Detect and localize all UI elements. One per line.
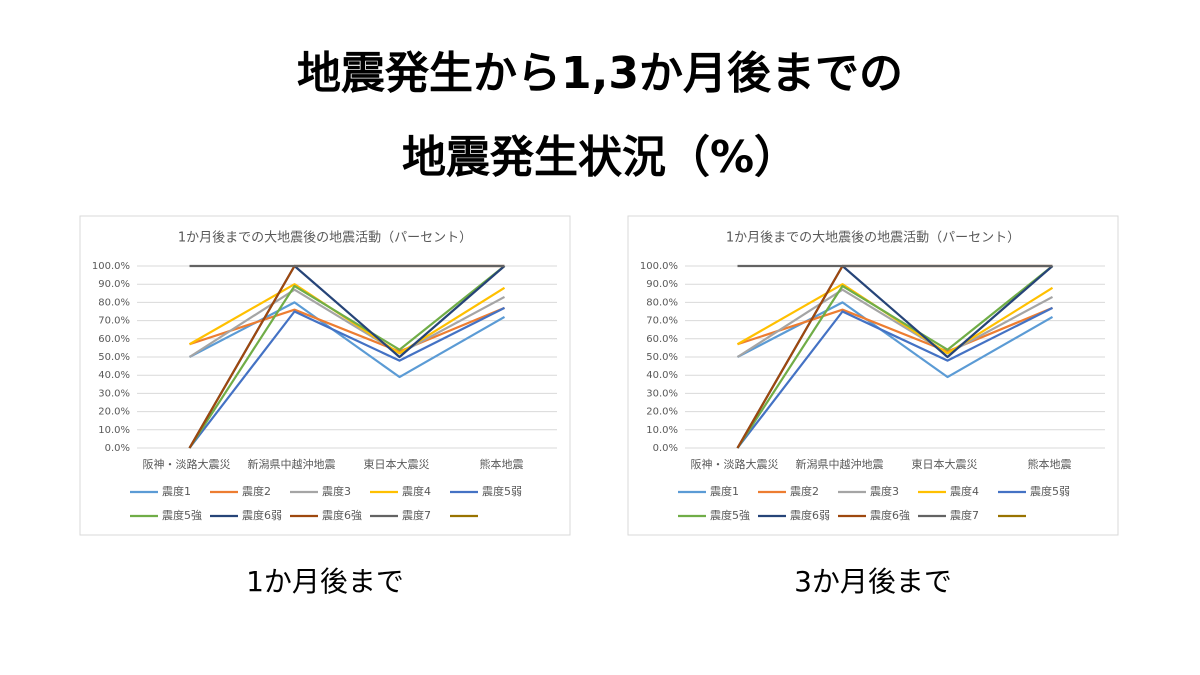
- x-tick-label: 熊本地震: [480, 457, 524, 471]
- series-line: [736, 265, 1054, 449]
- legend-label: 震度5強: [710, 508, 750, 522]
- y-tick-label: 40.0%: [98, 370, 130, 381]
- x-tick-label: 新潟県中越沖地震: [796, 457, 884, 471]
- y-tick-label: 100.0%: [92, 261, 130, 272]
- legend-label: 震度4: [402, 484, 431, 498]
- x-tick-label: 東日本大震災: [364, 457, 430, 471]
- y-tick-label: 10.0%: [646, 425, 678, 436]
- y-tick-label: 70.0%: [98, 316, 130, 327]
- y-tick-label: 40.0%: [646, 370, 678, 381]
- legend-label: 震度1: [710, 484, 739, 498]
- x-tick-label: 東日本大震災: [912, 457, 978, 471]
- y-tick-label: 10.0%: [98, 425, 130, 436]
- y-tick-label: 50.0%: [646, 352, 678, 363]
- legend-label: 震度7: [402, 508, 431, 522]
- legend-label: 震度3: [322, 484, 351, 498]
- y-tick-label: 70.0%: [646, 316, 678, 327]
- y-tick-label: 0.0%: [653, 443, 678, 454]
- y-tick-label: 80.0%: [646, 297, 678, 308]
- caption: 1か月後まで: [246, 565, 404, 598]
- series-line: [736, 306, 1053, 449]
- legend-label: 震度5弱: [1030, 484, 1070, 498]
- y-tick-label: 90.0%: [646, 279, 678, 290]
- series-line: [188, 306, 505, 449]
- y-tick-label: 60.0%: [98, 334, 130, 345]
- y-tick-label: 30.0%: [646, 388, 678, 399]
- x-tick-label: 熊本地震: [1028, 457, 1072, 471]
- series-line: [188, 265, 506, 449]
- y-tick-label: 90.0%: [98, 279, 130, 290]
- chart-title: 1か月後までの大地震後の地震活動（パーセント）: [726, 231, 1020, 246]
- y-tick-label: 50.0%: [98, 352, 130, 363]
- y-tick-label: 60.0%: [646, 334, 678, 345]
- y-tick-label: 80.0%: [98, 297, 130, 308]
- series-line: [189, 306, 505, 353]
- legend-label: 震度7: [950, 508, 979, 522]
- legend-label: 震度6弱: [790, 508, 830, 522]
- legend-label: 震度3: [870, 484, 899, 498]
- x-tick-label: 阪神・淡路大震災: [691, 457, 779, 471]
- legend-label: 震度6強: [870, 508, 910, 522]
- series-line: [188, 288, 506, 358]
- legend-label: 震度5強: [162, 508, 202, 522]
- y-tick-label: 0.0%: [105, 443, 130, 454]
- caption: 3か月後まで: [794, 565, 952, 598]
- legend-label: 震度1: [162, 484, 191, 498]
- series-line: [737, 306, 1053, 353]
- chart-title: 1か月後までの大地震後の地震活動（パーセント）: [178, 231, 472, 246]
- legend-label: 震度2: [790, 484, 819, 498]
- series-line: [736, 301, 1054, 379]
- y-tick-label: 30.0%: [98, 388, 130, 399]
- y-tick-label: 20.0%: [98, 407, 130, 418]
- legend-label: 震度5弱: [482, 484, 522, 498]
- legend-label: 震度6弱: [242, 508, 282, 522]
- x-tick-label: 阪神・淡路大震災: [143, 457, 231, 471]
- x-tick-label: 新潟県中越沖地震: [248, 457, 336, 471]
- y-tick-label: 20.0%: [646, 407, 678, 418]
- series-line: [188, 301, 506, 379]
- legend-label: 震度2: [242, 484, 271, 498]
- series-line: [736, 288, 1054, 358]
- y-tick-label: 100.0%: [640, 261, 678, 272]
- slide-title: 地震発生状況（%）: [402, 132, 798, 183]
- legend-label: 震度4: [950, 484, 979, 498]
- slide-title: 地震発生から1,3か月後までの: [297, 48, 903, 99]
- legend-label: 震度6強: [322, 508, 362, 522]
